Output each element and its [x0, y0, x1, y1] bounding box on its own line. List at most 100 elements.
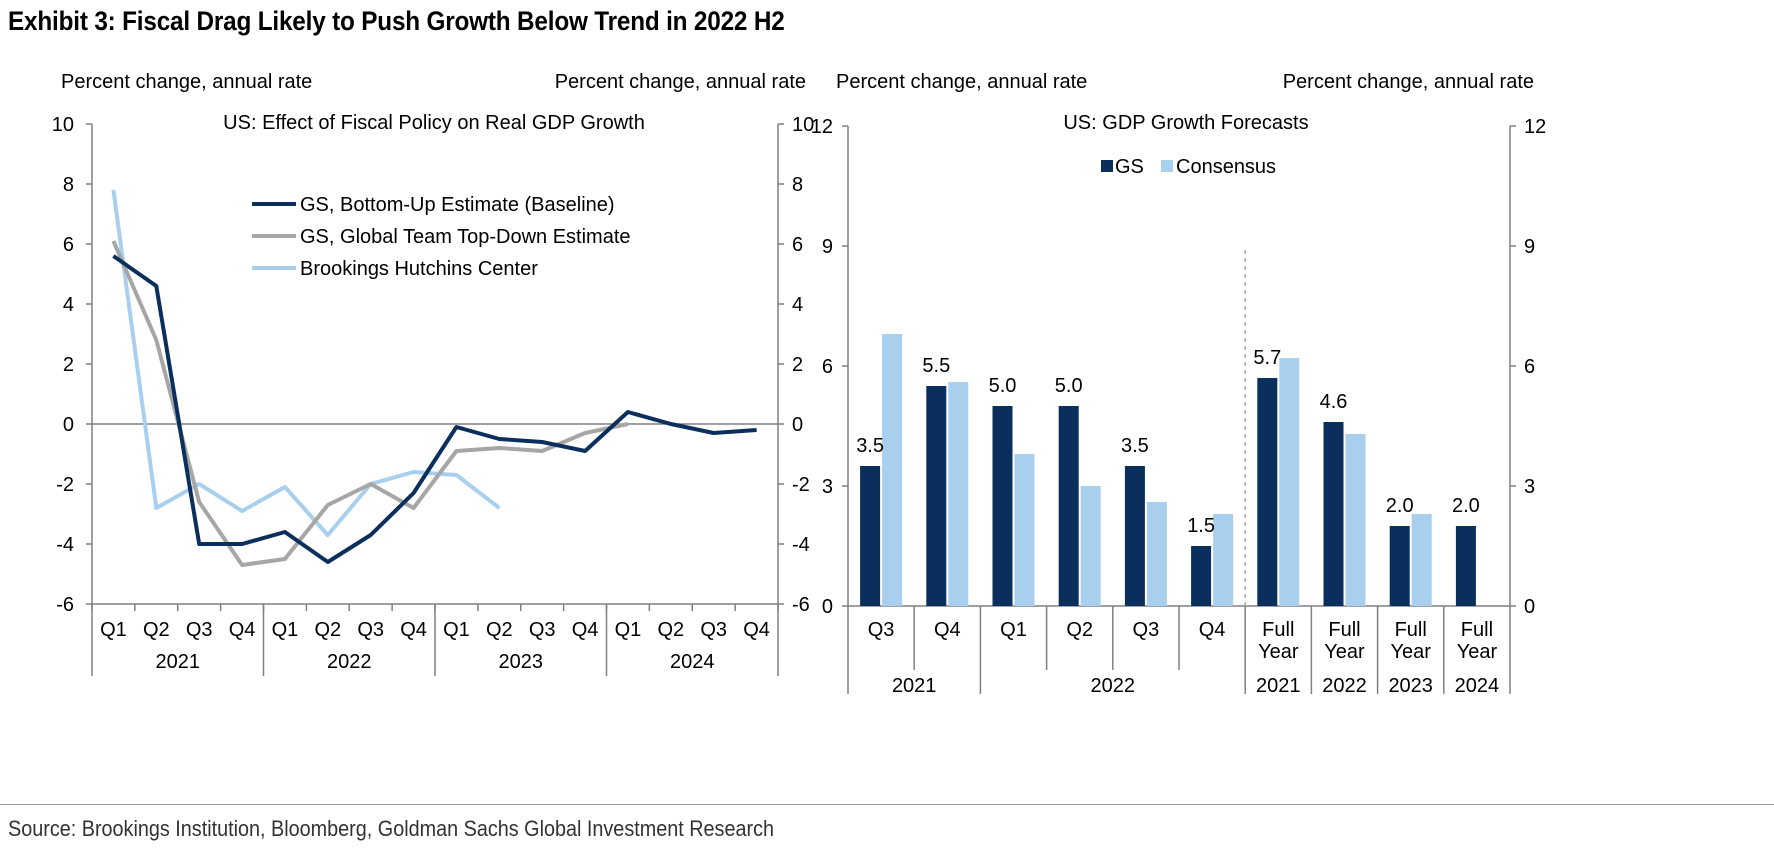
left-chart-quarter-label: Q1	[443, 619, 470, 641]
line-series-brookings-hutchins-center	[111, 189, 501, 537]
right-chart-year-label: 2024	[1455, 675, 1500, 697]
legend-label-consensus: Consensus	[1176, 156, 1276, 178]
bar-data-label: 5.5	[922, 355, 950, 377]
left-chart-right-tick-label: 6	[792, 234, 803, 256]
right-chart-category-label: Q2	[1066, 619, 1093, 641]
left-chart-right-tick-label: 10	[792, 114, 814, 136]
right-chart-category-label: Year	[1457, 641, 1498, 663]
left-chart-quarter-label: Q4	[743, 619, 770, 641]
right-chart-right-tick-label: 0	[1524, 596, 1535, 618]
left-chart-right-tick-label: -6	[792, 594, 810, 616]
left-chart-right-tick-label: 0	[792, 414, 803, 436]
right-chart-right-tick-label: 3	[1524, 476, 1535, 498]
left-chart-quarter-label: Q2	[486, 619, 513, 641]
left-chart-right-tick-label: 4	[792, 294, 803, 316]
right-chart-category-label: Year	[1258, 641, 1299, 663]
left-chart-quarter-label: Q4	[229, 619, 256, 641]
legend-swatch-consensus	[1161, 160, 1173, 172]
gs-bar	[1058, 406, 1079, 606]
consensus-bar	[1213, 514, 1234, 606]
footer-divider	[0, 804, 1774, 805]
right-chart-year-label: 2022	[1322, 675, 1367, 697]
right-chart-category-label: Full	[1262, 619, 1294, 641]
gs-bar	[1191, 546, 1212, 606]
left-chart-quarter-label: Q3	[186, 619, 213, 641]
right-chart-category-label: Q4	[1199, 619, 1226, 641]
right-chart-category-label: Full	[1328, 619, 1360, 641]
left-legend-label: Brookings Hutchins Center	[300, 258, 538, 280]
left-chart-right-tick-label: 2	[792, 354, 803, 376]
bar-data-label: 2.0	[1452, 495, 1480, 517]
right-chart-right-axis-label: Percent change, annual rate	[1283, 71, 1534, 93]
left-chart-right-tick-label: -4	[792, 534, 810, 556]
right-chart-year-label: 2021	[892, 675, 937, 697]
right-chart-category-label: Full	[1395, 619, 1427, 641]
left-chart-quarter-label: Q3	[700, 619, 727, 641]
left-chart-quarter-label: Q4	[572, 619, 599, 641]
bar-data-label: 5.0	[1055, 375, 1083, 397]
line-series-gs-bottom-up-estimate-baseline	[112, 254, 757, 564]
left-chart-left-tick-label: 0	[63, 414, 74, 436]
gs-bar	[1124, 466, 1145, 606]
gs-bar	[926, 386, 947, 606]
right-chart-category-label: Q3	[868, 619, 895, 641]
left-chart-right-tick-label: 8	[792, 174, 803, 196]
right-chart-title: US: GDP Growth Forecasts	[1063, 112, 1308, 134]
right-chart-left-tick-label: 9	[822, 236, 833, 258]
consensus-bar	[1014, 454, 1035, 606]
left-chart-left-tick-label: -4	[56, 534, 74, 556]
consensus-bar	[1080, 486, 1101, 606]
source-note: Source: Brookings Institution, Bloomberg…	[8, 816, 774, 841]
gs-bar	[1323, 422, 1344, 606]
gs-bar	[992, 406, 1013, 606]
right-chart-right-tick-label: 9	[1524, 236, 1535, 258]
bar-data-label: 3.5	[856, 435, 884, 457]
gs-bar	[860, 466, 881, 606]
charts-canvas: Percent change, annual rate Percent chang…	[52, 71, 1547, 697]
left-chart-right-tick-label: -2	[792, 474, 810, 496]
right-chart-left-tick-label: 3	[822, 476, 833, 498]
right-chart-year-label: 2022	[1091, 675, 1136, 697]
left-chart-left-axis-label: Percent change, annual rate	[61, 71, 312, 93]
left-chart-left-tick-label: 8	[63, 174, 74, 196]
right-chart-left-tick-label: 6	[822, 356, 833, 378]
right-chart-left-tick-label: 0	[822, 596, 833, 618]
legend-label-gs: GS	[1115, 156, 1144, 178]
right-chart-right-tick-label: 12	[1524, 116, 1546, 138]
left-chart-quarter-label: Q3	[529, 619, 556, 641]
bar-data-label: 5.7	[1253, 347, 1281, 369]
left-chart-quarter-label: Q2	[143, 619, 170, 641]
bar-data-label: 5.0	[989, 375, 1017, 397]
right-chart-year-label: 2021	[1256, 675, 1301, 697]
right-chart-left-axis-label: Percent change, annual rate	[836, 71, 1087, 93]
right-chart-category-label: Q1	[1000, 619, 1027, 641]
right-chart-category-label: Q3	[1133, 619, 1160, 641]
left-chart-year-label: 2022	[327, 651, 372, 673]
left-chart-left-tick-label: 4	[63, 294, 74, 316]
consensus-bar	[948, 382, 969, 606]
gs-bar	[1455, 526, 1476, 606]
bar-data-label: 4.6	[1320, 391, 1348, 413]
right-chart-category-label: Q4	[934, 619, 961, 641]
left-chart-left-tick-label: 6	[63, 234, 74, 256]
left-chart-quarter-label: Q3	[357, 619, 384, 641]
left-chart-left-tick-label: -6	[56, 594, 74, 616]
consensus-bar	[1345, 434, 1366, 606]
gs-bar	[1257, 378, 1278, 606]
left-chart-year-label: 2024	[670, 651, 715, 673]
exhibit-title: Exhibit 3: Fiscal Drag Likely to Push Gr…	[8, 6, 785, 36]
left-chart-quarter-label: Q2	[657, 619, 684, 641]
gs-bar	[1389, 526, 1410, 606]
left-chart-right-axis-label: Percent change, annual rate	[555, 71, 806, 93]
right-chart-category-label: Year	[1390, 641, 1431, 663]
left-chart-left-tick-label: 10	[52, 114, 74, 136]
left-chart-quarter-label: Q1	[272, 619, 299, 641]
left-legend-label: GS, Global Team Top-Down Estimate	[300, 226, 631, 248]
line-series-gs-global-team-top-down-estimate	[111, 240, 629, 567]
consensus-bar	[1146, 502, 1167, 606]
left-chart-quarter-label: Q1	[615, 619, 642, 641]
bar-data-label: 1.5	[1187, 515, 1215, 537]
right-chart-year-label: 2023	[1388, 675, 1433, 697]
left-chart-year-label: 2021	[156, 651, 201, 673]
consensus-bar	[1279, 358, 1300, 606]
